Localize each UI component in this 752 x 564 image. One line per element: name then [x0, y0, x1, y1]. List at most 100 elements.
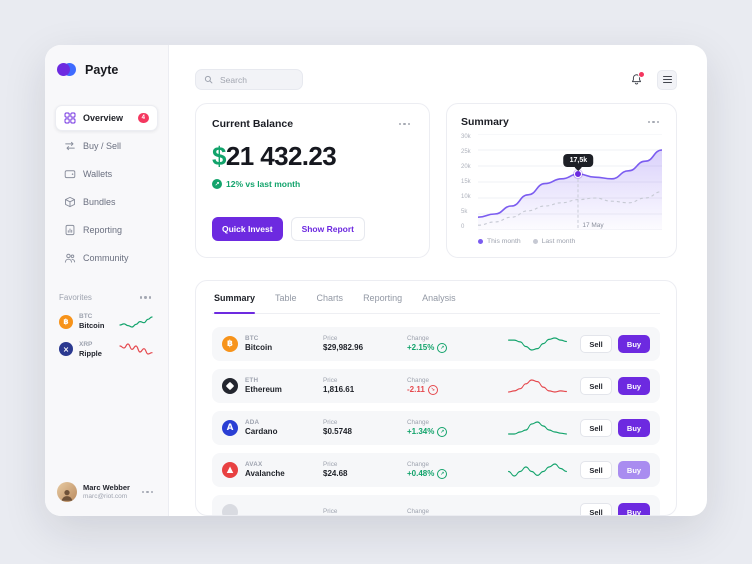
- menu-button[interactable]: [657, 69, 677, 90]
- chart-tooltip: 17,5k: [563, 154, 594, 167]
- notification-badge: 4: [137, 113, 149, 123]
- price-cell: Price: [323, 508, 401, 515]
- favorites-list: ฿ BTC Bitcoin × XRP Ripple: [55, 309, 158, 364]
- asset-symbol: AVAX: [245, 461, 263, 469]
- change-value: +1.34%: [407, 427, 495, 438]
- summary-card-title: Summary: [461, 116, 509, 128]
- price-value: $29,982.96: [323, 343, 364, 353]
- price-label: Price: [323, 334, 338, 342]
- favorites-title: Favorites: [59, 293, 92, 302]
- trend-up-icon: [212, 179, 222, 189]
- y-axis-tick: 20k: [461, 164, 471, 170]
- trend-up-icon: [437, 469, 448, 480]
- sell-button[interactable]: Sell: [580, 461, 612, 479]
- buy-button[interactable]: Buy: [618, 335, 650, 353]
- user-menu-button[interactable]: [139, 488, 156, 496]
- chart-date-label: 17 May: [582, 222, 604, 229]
- balance-card-title: Current Balance: [212, 118, 294, 130]
- tab-summary[interactable]: Summary: [214, 293, 256, 314]
- show-report-button[interactable]: Show Report: [290, 217, 365, 241]
- change-value: +2.15%: [407, 343, 495, 354]
- tab-table[interactable]: Table: [275, 293, 297, 303]
- swap-icon: [64, 140, 76, 152]
- sell-button[interactable]: Sell: [580, 503, 612, 515]
- asset-cell: ETH Ethereum: [222, 377, 317, 395]
- app-window: Payte Overview 4 Buy / Sell Wallets Bundles R…: [45, 45, 707, 516]
- buy-button[interactable]: Buy: [618, 377, 650, 395]
- assets-list: ฿BTCBitcoinPrice$29,982.96Change+2.15%Se…: [212, 327, 660, 515]
- tab-reporting[interactable]: Reporting: [363, 293, 403, 303]
- asset-symbol: ETH: [245, 377, 259, 385]
- community-icon: [64, 252, 76, 264]
- buy-button[interactable]: Buy: [618, 503, 650, 515]
- notification-dot: [638, 71, 645, 78]
- search-input[interactable]: [218, 73, 294, 86]
- asset-name: Bitcoin: [245, 342, 273, 352]
- favorite-item-xrp[interactable]: × XRP Ripple: [55, 337, 158, 363]
- sidebar: Payte Overview 4 Buy / Sell Wallets Bundles R…: [45, 45, 169, 516]
- chart-plot: 17,5k 17 May: [478, 134, 662, 230]
- favorites-menu-button[interactable]: [137, 293, 154, 301]
- search-box[interactable]: [195, 69, 303, 90]
- sidebar-item-label: Community: [83, 253, 129, 263]
- change-label: Change: [407, 460, 430, 468]
- sell-button[interactable]: Sell: [580, 419, 612, 437]
- quick-invest-button[interactable]: Quick Invest: [212, 217, 283, 241]
- sidebar-item-community[interactable]: Community: [55, 245, 158, 271]
- tab-charts[interactable]: Charts: [316, 293, 344, 303]
- favorites-header: Favorites: [59, 293, 154, 302]
- price-cell: Price 1,816.61: [323, 377, 401, 396]
- user-profile[interactable]: Marc Webber marc@riot.com: [55, 480, 158, 504]
- tab-analysis[interactable]: Analysis: [422, 293, 456, 303]
- favorite-sparkline: [118, 315, 154, 329]
- current-balance-card: Current Balance $21 432.23 12% vs last m…: [195, 103, 430, 258]
- asset-sparkline: [501, 462, 574, 478]
- buy-button[interactable]: Buy: [618, 419, 650, 437]
- sparkline-chart: [119, 316, 153, 328]
- price-cell: Price $0.5748: [323, 419, 401, 438]
- eth-icon: [222, 377, 238, 394]
- y-axis-tick: 0: [461, 224, 465, 230]
- asset-name: Avalanche: [245, 468, 285, 478]
- avatar: [57, 482, 77, 502]
- asset-sparkline: [501, 378, 574, 394]
- delta-text: 12% vs last month: [226, 179, 301, 189]
- balance-card-menu-button[interactable]: [396, 120, 413, 128]
- asset-symbol: BTC: [245, 335, 259, 343]
- xrp-icon: ×: [59, 342, 73, 357]
- legend-this-month: This month: [478, 238, 521, 245]
- notifications-button[interactable]: [628, 71, 645, 88]
- favorite-symbol: BTC: [79, 313, 93, 320]
- user-email: marc@riot.com: [83, 492, 128, 500]
- change-label: Change: [407, 376, 430, 384]
- asset-cell: ฿ BTC Bitcoin: [222, 335, 317, 353]
- sidebar-item-buy-sell[interactable]: Buy / Sell: [55, 133, 158, 159]
- buy-button[interactable]: Buy: [618, 461, 650, 479]
- price-value: $24.68: [323, 469, 348, 479]
- sidebar-item-label: Wallets: [83, 169, 113, 179]
- sidebar-item-label: Buy / Sell: [83, 141, 122, 151]
- sidebar-item-reporting[interactable]: Reporting: [55, 217, 158, 243]
- balance-delta: 12% vs last month: [212, 179, 413, 189]
- sidebar-item-bundles[interactable]: Bundles: [55, 189, 158, 215]
- grid-icon: [64, 112, 76, 124]
- sparkline-chart: [508, 337, 567, 351]
- sparkline-chart: [119, 343, 153, 355]
- price-value: $0.5748: [323, 427, 352, 437]
- bundle-icon: [64, 196, 76, 208]
- sell-button[interactable]: Sell: [580, 335, 612, 353]
- change-cell: Change +2.15%: [407, 335, 495, 354]
- sidebar-item-overview[interactable]: Overview 4: [55, 105, 158, 131]
- trend-up-icon: [437, 343, 448, 354]
- asset-symbol: ADA: [245, 419, 260, 427]
- summary-card-menu-button[interactable]: [645, 118, 662, 126]
- favorite-item-btc[interactable]: ฿ BTC Bitcoin: [55, 309, 158, 335]
- sidebar-nav: Overview 4 Buy / Sell Wallets Bundles Reporti…: [55, 105, 158, 273]
- sidebar-item-wallets[interactable]: Wallets: [55, 161, 158, 187]
- asset-row: Price Change Sell Buy: [212, 495, 660, 515]
- sell-button[interactable]: Sell: [580, 377, 612, 395]
